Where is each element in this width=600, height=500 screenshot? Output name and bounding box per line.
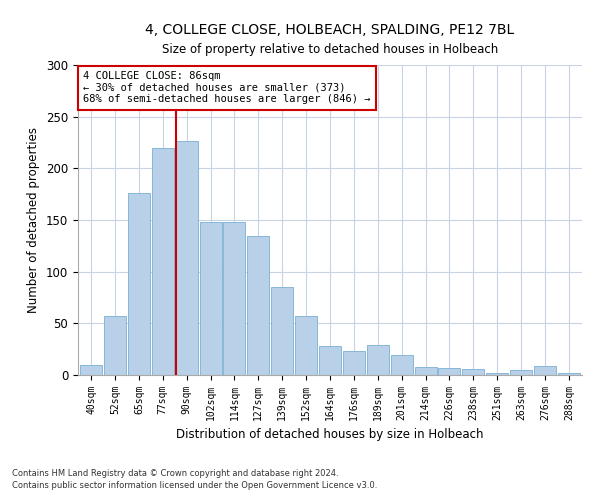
X-axis label: Distribution of detached houses by size in Holbeach: Distribution of detached houses by size …	[176, 428, 484, 442]
Text: 4, COLLEGE CLOSE, HOLBEACH, SPALDING, PE12 7BL: 4, COLLEGE CLOSE, HOLBEACH, SPALDING, PE…	[145, 22, 515, 36]
Bar	[271, 287, 293, 375]
Bar	[128, 193, 150, 375]
Bar	[80, 364, 102, 375]
Text: Contains HM Land Registry data © Crown copyright and database right 2024.: Contains HM Land Registry data © Crown c…	[12, 468, 338, 477]
Bar	[415, 366, 437, 375]
Bar	[391, 356, 413, 375]
Bar	[534, 366, 556, 375]
Bar	[104, 316, 126, 375]
Bar	[486, 373, 508, 375]
Bar	[295, 316, 317, 375]
Bar	[439, 368, 460, 375]
Bar	[176, 142, 197, 375]
Bar	[558, 373, 580, 375]
Bar	[319, 346, 341, 375]
Bar	[152, 148, 174, 375]
Bar	[343, 351, 365, 375]
Bar	[367, 345, 389, 375]
Text: Contains public sector information licensed under the Open Government Licence v3: Contains public sector information licen…	[12, 481, 377, 490]
Bar	[223, 222, 245, 375]
Bar	[510, 370, 532, 375]
Y-axis label: Number of detached properties: Number of detached properties	[28, 127, 40, 313]
Bar	[463, 369, 484, 375]
Text: Size of property relative to detached houses in Holbeach: Size of property relative to detached ho…	[162, 42, 498, 56]
Bar	[247, 236, 269, 375]
Bar	[200, 222, 221, 375]
Text: 4 COLLEGE CLOSE: 86sqm
← 30% of detached houses are smaller (373)
68% of semi-de: 4 COLLEGE CLOSE: 86sqm ← 30% of detached…	[83, 71, 371, 104]
